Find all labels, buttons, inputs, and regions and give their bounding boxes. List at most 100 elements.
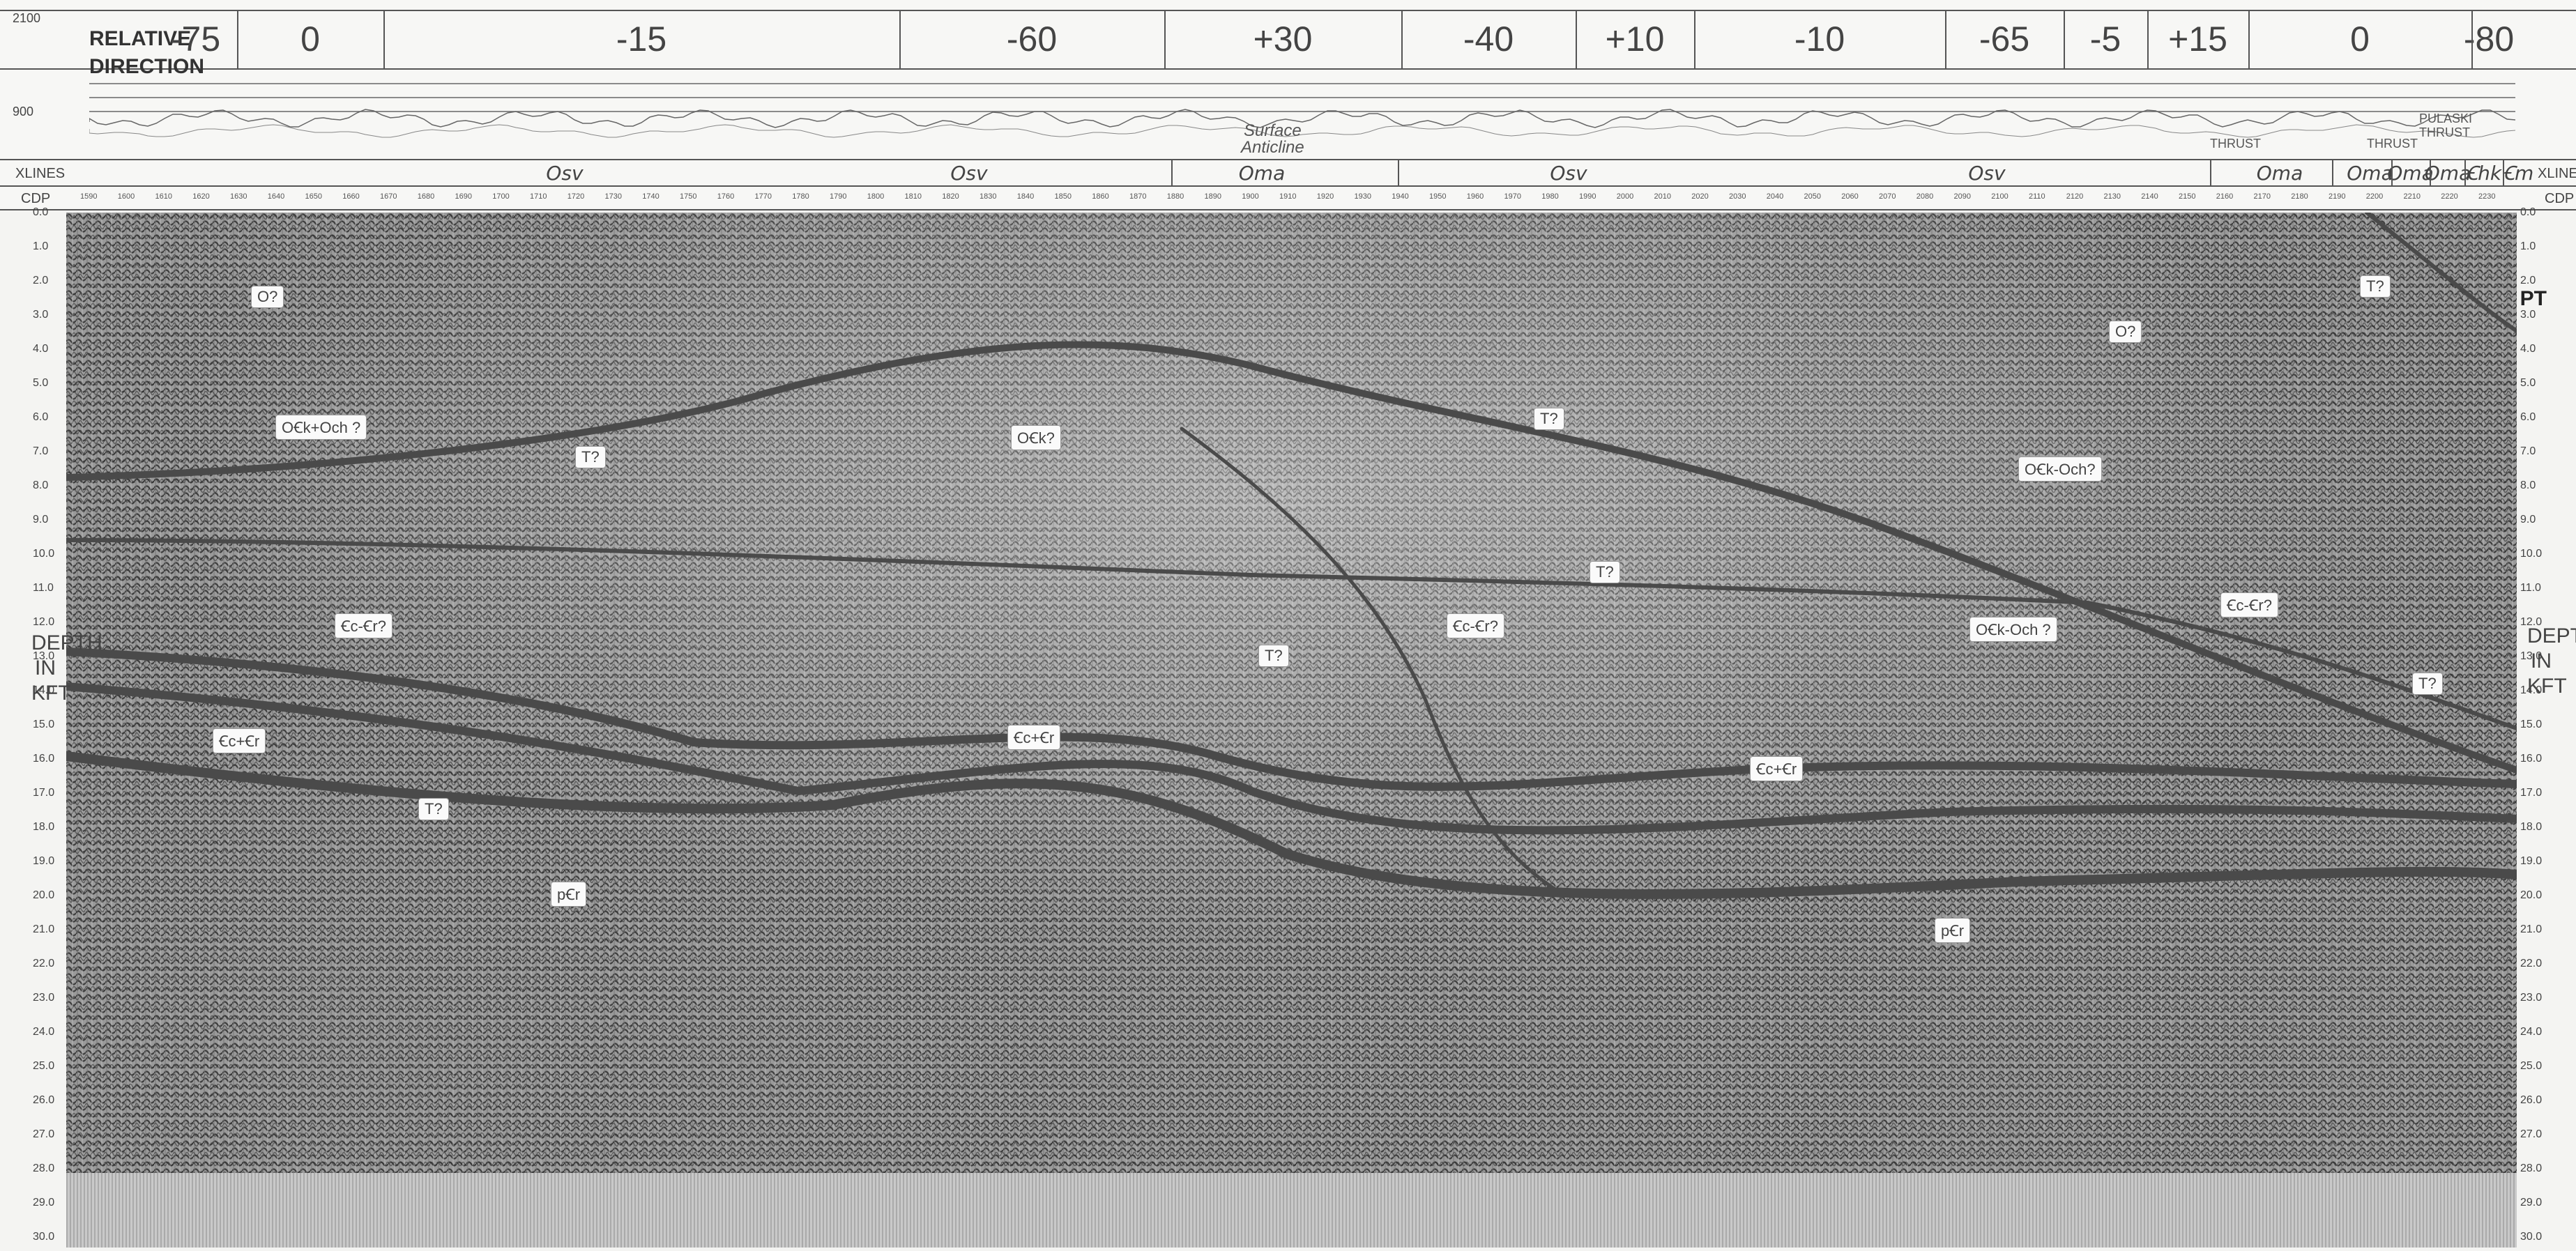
depth-tick-label: 27.0 bbox=[2520, 1128, 2543, 1141]
xline-formation: Oma bbox=[1238, 161, 1286, 185]
cdp-tick-label: 1910 bbox=[1279, 192, 1297, 201]
depth-tick-label: 11.0 bbox=[2520, 582, 2541, 594]
depth-tick-label: 6.0 bbox=[2520, 411, 2536, 424]
cdp-tick-label: 2080 bbox=[1916, 192, 1934, 201]
direction-separator bbox=[2248, 10, 2250, 68]
depth-tick-label: 17.0 bbox=[2520, 787, 2543, 799]
cdp-tick-label: 1610 bbox=[155, 192, 172, 201]
geologic-unit-label: O? bbox=[2109, 321, 2142, 343]
cdp-tick-label: 1630 bbox=[230, 192, 247, 201]
cdp-tick-label: 1840 bbox=[1016, 192, 1035, 201]
geologic-unit-label: OꞒk-Och ? bbox=[1969, 617, 2057, 642]
cdp-row-top bbox=[0, 185, 2576, 187]
depth-tick-label: 25.0 bbox=[33, 1060, 55, 1073]
horizon-Ec-Er-mid bbox=[62, 682, 2521, 835]
direction-value: -65 bbox=[1979, 20, 2030, 59]
cdp-tick-label: 1830 bbox=[980, 192, 997, 201]
direction-value: -75 bbox=[169, 20, 221, 59]
cdp-tick-label: 2100 bbox=[1991, 192, 2009, 201]
cdp-tick-label: 1890 bbox=[1204, 192, 1221, 201]
geologic-unit-label: T? bbox=[575, 446, 606, 468]
thrust-label-2: THRUST bbox=[2367, 137, 2418, 151]
geologic-unit-label: T? bbox=[1534, 408, 1564, 430]
direction-separator bbox=[383, 10, 385, 68]
depth-tick-label: 15.0 bbox=[2520, 719, 2543, 731]
geologic-unit-label: Ꞓc-Ꞓr? bbox=[335, 613, 393, 638]
cdp-tick-label: 2180 bbox=[2291, 192, 2308, 201]
depth-tick-label: 13.0 bbox=[33, 650, 55, 663]
xline-formation: Oma bbox=[2424, 161, 2471, 185]
cdp-tick-label: 1760 bbox=[717, 192, 735, 201]
horizon-mid-T bbox=[64, 538, 2519, 730]
depth-tick-label: 2.0 bbox=[2520, 275, 2536, 287]
cdp-tick-label: 2140 bbox=[2141, 192, 2158, 201]
depth-tick-label: 17.0 bbox=[33, 787, 55, 799]
cdp-row-label-right: CDP bbox=[2545, 191, 2575, 206]
depth-tick-label: 12.0 bbox=[33, 616, 55, 629]
cdp-tick-label: 1880 bbox=[1166, 192, 1184, 201]
direction-separator bbox=[899, 10, 901, 68]
geologic-unit-label: Ꞓc-Ꞓr? bbox=[2220, 592, 2278, 617]
depth-tick-label: 10.0 bbox=[33, 548, 55, 560]
cdp-tick-label: 2160 bbox=[2216, 192, 2234, 201]
thrust-label-1: THRUST bbox=[2210, 137, 2261, 151]
direction-value: -80 bbox=[2463, 20, 2515, 59]
direction-value: 0 bbox=[2350, 20, 2370, 59]
cdp-tick-label: 1590 bbox=[80, 192, 98, 201]
depth-tick-label: 13.0 bbox=[2520, 650, 2543, 663]
depth-tick-label: 21.0 bbox=[33, 923, 55, 936]
cdp-tick-label: 1800 bbox=[867, 192, 885, 201]
depth-tick-label: 3.0 bbox=[33, 309, 49, 321]
cdp-tick-label: 1650 bbox=[305, 192, 322, 201]
cdp-tick-label: 2210 bbox=[2403, 192, 2421, 201]
elevation-scale-bottom: 900 bbox=[13, 105, 34, 118]
depth-tick-label: 9.0 bbox=[2520, 514, 2536, 526]
direction-separator bbox=[2471, 10, 2473, 68]
direction-separator bbox=[1164, 10, 1166, 68]
depth-tick-label: 16.0 bbox=[2520, 753, 2543, 765]
depth-tick-label: 20.0 bbox=[33, 889, 55, 902]
cdp-tick-label: 1710 bbox=[530, 192, 547, 201]
depth-tick-label: 11.0 bbox=[33, 582, 54, 594]
depth-tick-label: 14.0 bbox=[33, 684, 55, 697]
cdp-row: 1590 1600 1610 1620 1630 1640 1650 1660 1670 1680… bbox=[70, 187, 2517, 208]
depth-tick-label: 10.0 bbox=[2520, 548, 2543, 560]
direction-separator bbox=[1401, 10, 1403, 68]
depth-tick-label: 22.0 bbox=[2520, 958, 2543, 970]
depth-tick-label: 26.0 bbox=[33, 1094, 55, 1107]
depth-tick-label: 6.0 bbox=[33, 411, 49, 424]
depth-tick-label: 1.0 bbox=[33, 240, 49, 252]
direction-value: +15 bbox=[2168, 20, 2227, 59]
cdp-tick-label: 1660 bbox=[342, 192, 360, 201]
xline-formation: Oma bbox=[2256, 161, 2303, 185]
elevation-profile bbox=[89, 83, 2515, 138]
geologic-unit-label: O? bbox=[251, 286, 284, 308]
xlines-row-top bbox=[0, 159, 2576, 160]
direction-value: -60 bbox=[1006, 20, 1058, 59]
geologic-unit-label: OꞒk-Och? bbox=[2018, 456, 2102, 482]
cdp-tick-label: 2130 bbox=[2103, 192, 2121, 201]
depth-tick-label: 7.0 bbox=[2520, 445, 2536, 458]
cdp-tick-label: 2120 bbox=[2066, 192, 2084, 201]
xline-formation: Oma bbox=[2387, 161, 2434, 185]
depth-tick-label: 23.0 bbox=[33, 992, 55, 1004]
cdp-tick-label: 1680 bbox=[417, 192, 435, 201]
direction-separator bbox=[1945, 10, 1946, 68]
elevation-scale-top: 2100 bbox=[13, 11, 41, 25]
cdp-tick-label: 2230 bbox=[2478, 192, 2496, 201]
xline-formation: Ꞓhk bbox=[2465, 162, 2502, 185]
depth-tick-label: 24.0 bbox=[33, 1026, 55, 1038]
depth-tick-label: 15.0 bbox=[33, 719, 55, 731]
depth-tick-label: 1.0 bbox=[2520, 240, 2536, 252]
direction-value: +10 bbox=[1605, 20, 1665, 59]
depth-tick-label: 5.0 bbox=[33, 377, 49, 390]
cdp-tick-label: 1750 bbox=[680, 192, 697, 201]
cdp-tick-label: 1740 bbox=[642, 192, 660, 201]
geologic-unit-label: pꞒr bbox=[551, 882, 587, 907]
cdp-tick-label: 1940 bbox=[1392, 192, 1409, 201]
xline-formation: Ꞓm bbox=[2502, 162, 2534, 185]
cdp-tick-label: 1700 bbox=[492, 192, 510, 201]
pulaski-thrust-label: PULASKI THRUST bbox=[2419, 112, 2473, 139]
cdp-tick-label: 2170 bbox=[2253, 192, 2271, 201]
geologic-unit-label: OꞒk+Och ? bbox=[275, 415, 367, 440]
